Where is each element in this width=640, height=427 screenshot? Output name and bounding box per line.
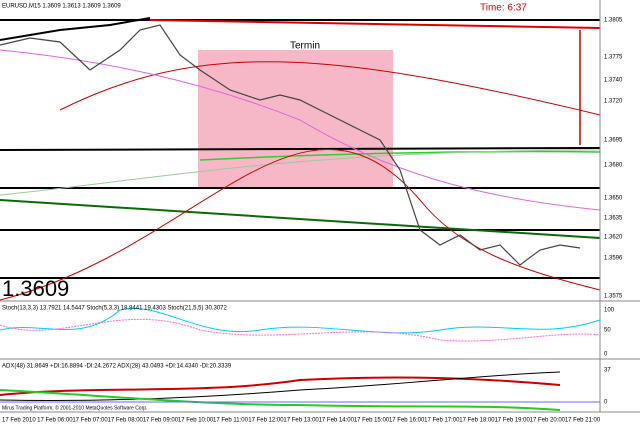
sub-axis-label: 100 <box>604 308 615 314</box>
price-label: 1.3575 <box>604 294 623 300</box>
termin-zone <box>198 50 393 188</box>
price-label: 1.3680 <box>604 163 623 169</box>
time-label: 17 Feb 12:00 <box>248 418 284 424</box>
adx-label: ADX(48) 31.8649 +DI:16.8894 -DI:24.2672 … <box>2 364 232 370</box>
time-label: 17 Feb 15:00 <box>354 418 390 424</box>
price-label: 1.3695 <box>604 138 623 144</box>
time-label: 17 Feb 16:00 <box>389 418 425 424</box>
price-label: 1.3650 <box>604 196 623 202</box>
sub-axis-label: 0 <box>604 400 608 406</box>
time-label: 17 Feb 17:00 <box>424 418 460 424</box>
envelope <box>0 49 601 211</box>
stoch-label: Stoch(13,3,3) 13.7921 14.5447 Stoch(5,3,… <box>2 306 227 312</box>
sub-axis-label: 37 <box>604 368 611 374</box>
stoch-line <box>0 308 601 334</box>
moving-average <box>199 150 601 161</box>
time-label: 17 Feb 08:00 <box>108 418 144 424</box>
sub-axis-label: 50 <box>604 328 611 334</box>
adx-line <box>0 376 561 396</box>
zone-label: Termin <box>290 41 320 52</box>
time-label: 17 Feb 07:00 <box>72 418 108 424</box>
time-label: 17 Feb 2010 <box>2 418 36 424</box>
stoch-line <box>0 318 601 342</box>
moving-average <box>0 149 601 196</box>
time-label: 17 Feb 13:00 <box>283 418 319 424</box>
time-label: 17 Feb 20:00 <box>530 418 566 424</box>
axes: 1.3805 1.3775 1.3740 1.3720 1.3695 1.3680 1.36… <box>2 18 623 424</box>
trend-line <box>0 17 151 41</box>
price-label: 1.3740 <box>604 78 623 84</box>
price-label: 1.3635 <box>604 216 623 222</box>
price-label: 1.3805 <box>604 18 623 24</box>
di-line <box>0 389 561 411</box>
moving-average <box>59 61 601 116</box>
moving-average <box>0 149 601 301</box>
time-label: 17 Feb 11:00 <box>213 418 249 424</box>
time-label: 17 Feb 18:00 <box>459 418 495 424</box>
price-label: 1.3775 <box>604 55 623 61</box>
price-label: 1.3620 <box>604 235 623 241</box>
trend-line <box>0 199 601 239</box>
price-path <box>0 24 581 266</box>
sub-axis-label: 0 <box>604 352 608 358</box>
price-label: 1.3720 <box>604 99 623 105</box>
time-label: 17 Feb 09:00 <box>143 418 179 424</box>
adx-line <box>0 371 561 402</box>
timer: Time: 6:37 <box>480 3 527 14</box>
time-label: 17 Feb 21:00 <box>565 418 601 424</box>
red-line <box>149 19 601 29</box>
symbol-label: EURUSD,M15 1.3609 1.3613 1.3609 1.3609 <box>2 4 121 10</box>
footer-label: Mirus Trading Platform, © 2001-2010 Meta… <box>2 404 147 411</box>
time-label: 17 Feb 06:00 <box>37 418 73 424</box>
time-label: 17 Feb 19:00 <box>494 418 530 424</box>
time-label: 17 Feb 10:00 <box>178 418 214 424</box>
time-label: 17 Feb 14:00 <box>319 418 355 424</box>
price-label: 1.3596 <box>604 256 623 262</box>
big-price: 1.3609 <box>2 276 69 301</box>
level-line <box>0 147 601 151</box>
